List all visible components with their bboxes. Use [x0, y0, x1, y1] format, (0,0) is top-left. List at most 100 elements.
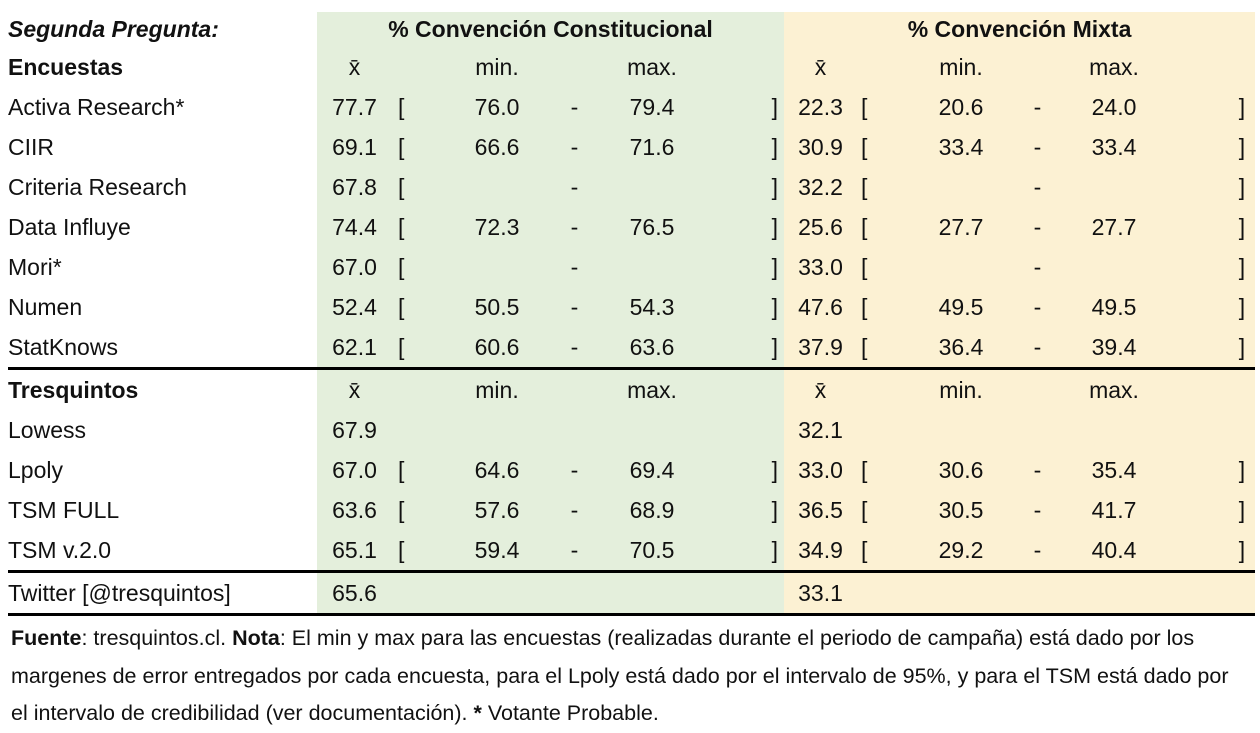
- min-value: 59.4: [447, 530, 547, 572]
- section-header: Encuestas: [8, 53, 124, 80]
- spacer: [1010, 570, 1066, 616]
- mean-value: 69.1: [317, 127, 392, 167]
- bracket-open: [: [392, 287, 447, 327]
- max-value: 40.4: [1065, 530, 1164, 572]
- mean-value: 77.7: [317, 87, 392, 127]
- bracket-close: ]: [1163, 530, 1256, 572]
- bracket-close: [702, 410, 785, 450]
- mean-value: 33.0: [784, 247, 858, 287]
- mean-value: 65.1: [317, 530, 392, 572]
- section-header-row: Encuestas x̄ min. max. x̄ min. max.: [8, 47, 1256, 87]
- max-value: 49.5: [1065, 287, 1164, 327]
- dash: -: [547, 490, 602, 530]
- bracket-open: [857, 410, 913, 450]
- dash: -: [1010, 127, 1066, 167]
- dash: -: [1010, 450, 1066, 490]
- dash: -: [547, 127, 602, 167]
- bracket-close: ]: [702, 287, 785, 327]
- bracket-close: ]: [1163, 167, 1256, 207]
- bracket-open: [: [392, 87, 447, 127]
- max-value: 39.4: [1065, 327, 1164, 369]
- row-label: Activa Research*: [8, 93, 185, 120]
- bracket-close: ]: [1163, 450, 1256, 490]
- min-value: 66.6: [447, 127, 547, 167]
- min-value: 64.6: [447, 450, 547, 490]
- bracket-close: ]: [702, 87, 785, 127]
- bracket-close: ]: [1163, 127, 1256, 167]
- spacer: [1010, 47, 1066, 87]
- bracket-open: [: [857, 287, 913, 327]
- bracket-close: ]: [702, 247, 785, 287]
- bracket-open: [: [857, 87, 913, 127]
- table-row: TSM v.2.0 65.1[59.4-70.5] 34.9[29.2-40.4]: [8, 530, 1256, 572]
- min-value: [912, 167, 1011, 207]
- max-value: [602, 247, 702, 287]
- min-value: 50.5: [447, 287, 547, 327]
- spacer: [392, 47, 447, 87]
- mean-value: 32.1: [784, 410, 858, 450]
- row-label: StatKnows: [8, 333, 118, 360]
- col-min: min.: [447, 367, 547, 410]
- likely-voter-text: Votante Probable.: [481, 701, 659, 725]
- bracket-open: [: [857, 530, 913, 572]
- bracket-close: [1163, 410, 1256, 450]
- table-row: Criteria Research 67.8[-] 32.2[-]: [8, 167, 1256, 207]
- min-value: 33.4: [912, 127, 1011, 167]
- table-row: TSM FULL 63.6[57.6-68.9] 36.5[30.5-41.7]: [8, 490, 1256, 530]
- mean-value: 37.9: [784, 327, 858, 369]
- min-value: [447, 247, 547, 287]
- col-mean: x̄: [317, 367, 392, 410]
- max-value: 70.5: [602, 530, 702, 572]
- mean-value: 67.8: [317, 167, 392, 207]
- max-value: 76.5: [602, 207, 702, 247]
- col-max: max.: [602, 367, 702, 410]
- max-value: 33.4: [1065, 127, 1164, 167]
- bracket-close: ]: [702, 127, 785, 167]
- row-label: Criteria Research: [8, 173, 187, 200]
- bracket-close: ]: [1163, 327, 1256, 369]
- section-header: Tresquintos: [8, 367, 317, 410]
- max-value: 68.9: [602, 490, 702, 530]
- min-value: [447, 410, 547, 450]
- mean-value: 74.4: [317, 207, 392, 247]
- spacer: [447, 570, 547, 616]
- table-row: Data Influye 74.4[72.3-76.5] 25.6[27.7-27.…: [8, 207, 1256, 247]
- bracket-close: ]: [702, 327, 785, 369]
- min-value: [912, 247, 1011, 287]
- bracket-open: [392, 410, 447, 450]
- spacer: [547, 47, 602, 87]
- row-label: Lpoly: [8, 456, 63, 483]
- table-row: StatKnows 62.1[60.6-63.6] 37.9[36.4-39.4]: [8, 327, 1256, 369]
- min-value: 49.5: [912, 287, 1011, 327]
- bracket-close: ]: [1163, 247, 1256, 287]
- table-row: Numen 52.4[50.5-54.3] 47.6[49.5-49.5]: [8, 287, 1256, 327]
- spacer: [547, 367, 602, 410]
- bracket-open: [: [857, 207, 913, 247]
- col-min: min.: [447, 47, 547, 87]
- row-label: Data Influye: [8, 213, 131, 240]
- max-value: [1065, 410, 1164, 450]
- min-value: [912, 410, 1011, 450]
- table-row: Lpoly 67.0[64.6-69.4] 33.0[30.6-35.4]: [8, 450, 1256, 490]
- dash: -: [547, 450, 602, 490]
- max-value: [602, 410, 702, 450]
- max-value: 69.4: [602, 450, 702, 490]
- dash: -: [547, 327, 602, 369]
- col-mean: x̄: [317, 47, 392, 87]
- row-label: CIIR: [8, 133, 54, 160]
- min-value: 36.4: [912, 327, 1011, 369]
- spacer: [857, 47, 913, 87]
- results-table: Segunda Pregunta: % Convención Constituci…: [8, 12, 1256, 616]
- mean-value: 63.6: [317, 490, 392, 530]
- bracket-open: [: [857, 327, 913, 369]
- bracket-open: [: [392, 247, 447, 287]
- row-label: Twitter [@tresquintos]: [8, 570, 317, 616]
- bracket-open: [: [857, 127, 913, 167]
- col-max: max.: [602, 47, 702, 87]
- max-value: 35.4: [1065, 450, 1164, 490]
- mean-value: 32.2: [784, 167, 858, 207]
- min-value: 29.2: [912, 530, 1011, 572]
- dash: -: [547, 87, 602, 127]
- mean-value: 33.1: [784, 570, 858, 616]
- max-value: [602, 167, 702, 207]
